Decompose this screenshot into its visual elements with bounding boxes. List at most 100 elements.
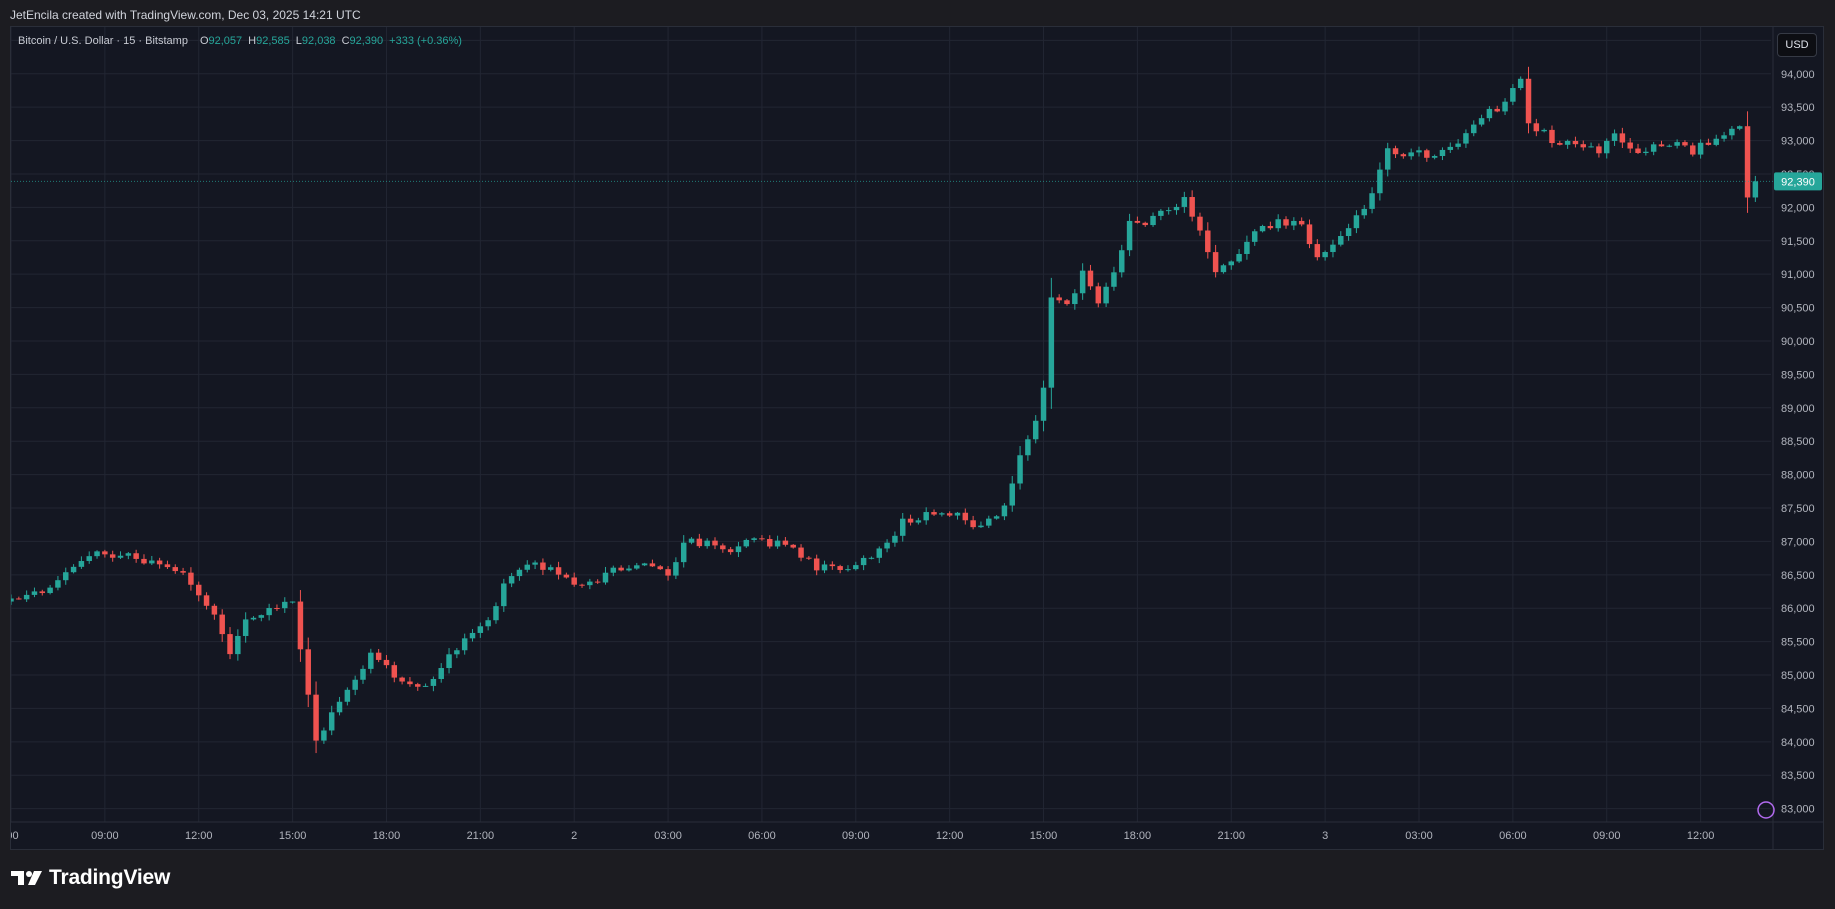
x-axis-tick-label: 03:00	[654, 830, 682, 842]
candle-body	[446, 654, 452, 669]
x-axis-tick-label: 12:00	[936, 830, 964, 842]
candle-body	[829, 564, 836, 567]
candle-body	[156, 560, 163, 565]
x-axis-tick-label: 18:00	[373, 830, 401, 842]
symbol-title[interactable]: Bitcoin / U.S. Dollar · 15 · Bitstamp	[18, 35, 188, 47]
candle-body	[1001, 505, 1008, 517]
x-axis-tick-label: 21:00	[467, 830, 495, 842]
y-axis-tick-label: 85,000	[1781, 670, 1815, 682]
candlestick-chart[interactable]: 83,000 83,500 84,000 84,500 85,000 85,500 86,0…	[11, 27, 1823, 849]
candle-body	[1502, 101, 1508, 112]
x-axis-tick-label: 12:00	[1687, 830, 1715, 842]
candle-body	[907, 518, 914, 523]
candle-body	[1353, 215, 1360, 229]
candle-body	[641, 563, 648, 566]
candle-body	[1729, 128, 1735, 136]
candle-body	[1275, 219, 1281, 229]
candle-body	[524, 564, 531, 570]
footer-branding: TradingView	[11, 866, 170, 890]
candle-body	[164, 564, 171, 568]
x-axis-tick-label: 09:00	[1593, 830, 1621, 842]
y-axis-tick-label: 87,000	[1781, 536, 1815, 548]
tradingview-logo-icon	[11, 871, 42, 885]
candle-body	[899, 518, 906, 536]
candle-body	[696, 538, 703, 547]
last-price-label: 92,390	[1781, 176, 1815, 188]
chart-panel: 83,000 83,500 84,000 84,500 85,000 85,500 86,0…	[10, 26, 1824, 850]
candle-body	[1150, 215, 1156, 226]
candle-body	[712, 540, 718, 546]
candle-body	[649, 563, 656, 567]
candle-body	[1384, 148, 1391, 170]
y-axis-tick-label: 89,500	[1781, 369, 1815, 381]
y-axis-tick-label: 90,000	[1781, 336, 1815, 348]
candle-body	[219, 614, 225, 635]
candle-body	[55, 580, 61, 588]
tradingview-brand: TradingView	[49, 866, 171, 889]
candle-body	[1486, 108, 1493, 119]
candle-body	[94, 551, 100, 557]
candle-body	[931, 512, 937, 515]
candle-body	[141, 558, 147, 564]
y-axis-tick-label: 85,500	[1781, 637, 1815, 649]
candle-body	[430, 678, 437, 686]
x-axis-tick-label: 21:00	[1218, 830, 1246, 842]
candle-body	[1596, 146, 1602, 154]
candle-body	[1173, 206, 1180, 211]
candle-body	[1056, 297, 1062, 301]
currency-button[interactable]: USD	[1777, 33, 1817, 57]
candle-body	[1635, 148, 1641, 154]
candle-body	[289, 601, 296, 603]
candle-body	[1298, 220, 1305, 225]
candle-body	[1079, 270, 1086, 294]
candle-body	[383, 659, 390, 666]
y-axis-tick-label: 91,000	[1781, 269, 1815, 281]
y-axis-tick-label: 93,500	[1781, 102, 1815, 114]
candle-body	[860, 557, 867, 566]
x-axis-tick-label: 03:00	[1405, 830, 1433, 842]
candle-body	[1682, 142, 1688, 146]
candle-body	[727, 549, 734, 553]
candle-body	[1158, 210, 1164, 216]
x-axis-tick-label: 2	[571, 830, 577, 842]
candle-body	[313, 694, 319, 741]
candle-body	[469, 632, 476, 639]
candle-body	[47, 587, 53, 594]
candle-body	[1314, 244, 1321, 258]
candle-body	[853, 565, 859, 570]
candle-body	[884, 542, 890, 549]
candle-body	[939, 513, 945, 515]
candle-body	[375, 652, 382, 660]
candle-body	[227, 634, 233, 655]
candle-body	[86, 556, 92, 562]
x-axis-tick-label: 15:00	[279, 830, 307, 842]
candle-body	[407, 681, 413, 685]
x-axis-tick-label: 18:00	[1124, 830, 1152, 842]
candle-body	[720, 545, 726, 550]
candle-body	[626, 568, 632, 571]
candle-body	[1471, 124, 1477, 134]
candle-body	[188, 572, 194, 585]
candle-body	[1236, 253, 1242, 262]
candle-body	[211, 605, 218, 615]
candle-body	[102, 551, 108, 555]
candle-body	[1510, 88, 1516, 102]
change-value: +333 (+0.36%)	[389, 35, 462, 47]
candle-body	[688, 538, 695, 543]
alert-icon[interactable]	[1757, 801, 1775, 819]
candle-body	[1549, 129, 1555, 144]
candle-body	[1072, 293, 1078, 305]
candle-body	[1408, 152, 1414, 157]
candle-body	[274, 608, 280, 610]
candle-body	[540, 562, 546, 570]
candle-body	[806, 557, 812, 559]
candle-body	[978, 525, 984, 528]
candle-body	[634, 565, 640, 569]
y-axis-tick-label: 87,500	[1781, 503, 1815, 515]
candle-body	[203, 595, 210, 606]
candle-body	[845, 569, 851, 571]
candle-body	[1338, 236, 1344, 245]
candle-body	[16, 598, 22, 600]
candle-body	[970, 520, 976, 528]
candle-body	[282, 601, 288, 609]
